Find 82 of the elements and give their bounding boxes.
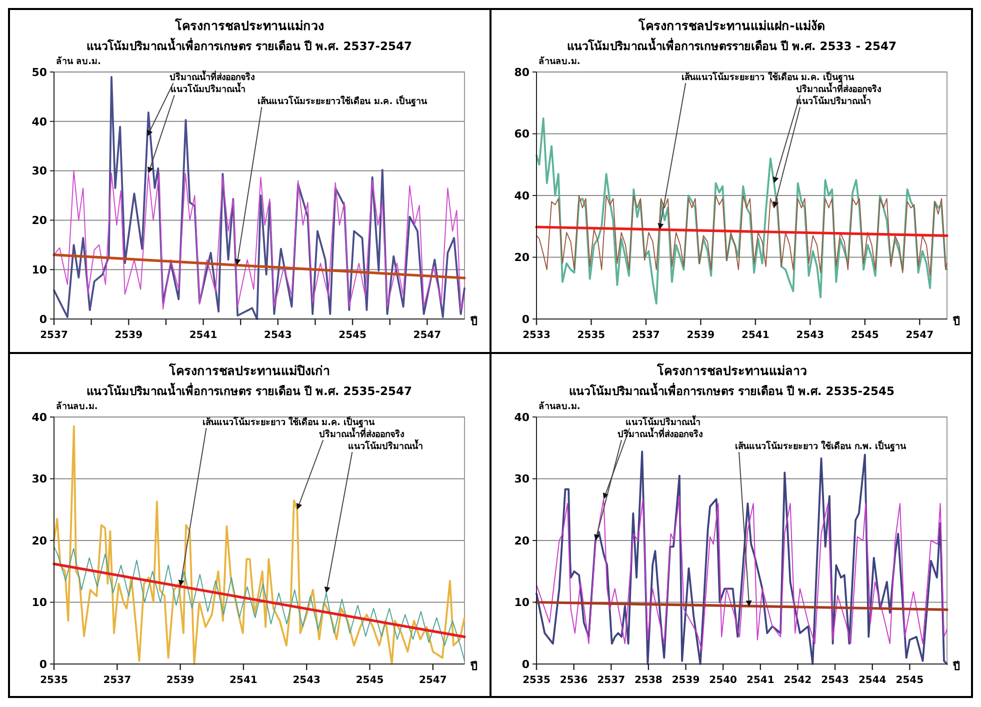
annotation: เส้นแนวโน้มระยะยาว ใช้เดือน ม.ค. เป็นฐาน [682, 70, 855, 83]
y-tick-label: 80 [514, 66, 530, 79]
line-series [536, 117, 948, 305]
y-tick-label: 10 [514, 596, 530, 610]
x-tick-label: 2535 [40, 675, 68, 686]
x-tick-label: 2539 [686, 330, 715, 341]
x-tick-label: 2543 [821, 675, 849, 686]
x-tick-label: 2545 [896, 675, 924, 686]
x-tick-label: 2539 [672, 675, 700, 686]
annotation: แนวโน้มปริมาณน้ำ [626, 415, 701, 428]
x-tick-label: 2539 [114, 330, 143, 341]
annotation: แนวโน้มปริมาณน้ำ [170, 82, 246, 95]
line-series [54, 546, 465, 662]
y-tick-label: 60 [514, 128, 530, 141]
x-tick-label: 2540 [709, 675, 738, 686]
chart-title: โครงการชลประทานแม่ลาว [656, 363, 807, 378]
x-tick-label: 2541 [189, 330, 218, 341]
y-axis-title: ล้านลบ.ม. [56, 401, 98, 412]
chart-title: โครงการชลประทานแม่แฝก-แม่งัด [638, 18, 825, 33]
x-axis-title: ปี [952, 315, 960, 328]
x-tick-label: 2537 [597, 675, 626, 686]
chart-title: โครงการชลประทานแม่กวง [174, 18, 324, 33]
x-axis-title: ปี [470, 660, 478, 673]
y-tick-label: 30 [514, 472, 530, 486]
annotation: ปริมาณน้ำที่ส่งออกจริง [796, 82, 882, 95]
x-tick-label: 2537 [632, 330, 660, 341]
y-tick-label: 20 [32, 534, 48, 548]
x-tick-label: 2545 [338, 330, 366, 341]
y-axis-title: ล้านลบ.ม. [538, 401, 580, 412]
y-tick-label: 10 [32, 263, 48, 276]
x-tick-label: 2545 [850, 330, 879, 341]
chart-subtitle: แนวโน้มปริมาณน้ำเพื่อการเกษตร รายเดือน ปี พ.ศ. 2535-2545 [568, 382, 895, 398]
x-tick-label: 2541 [746, 675, 774, 686]
x-tick-label: 2536 [560, 675, 588, 686]
y-tick-label: 10 [32, 596, 48, 610]
x-tick-label: 2541 [742, 330, 770, 341]
y-tick-label: 40 [32, 410, 48, 424]
x-axis-title: ปี [470, 315, 478, 328]
annotation: เส้นแนวโน้มระยะยาว ใช้เดือน ม.ค. เป็นฐาน [202, 415, 376, 428]
x-tick-label: 2535 [522, 675, 550, 686]
y-tick-label: 50 [32, 66, 48, 79]
y-tick-label: 0 [522, 658, 530, 671]
x-tick-label: 2539 [166, 675, 194, 686]
annotation: เส้นแนวโน้มระยะยาวใช้เดือน ม.ค. เป็นฐาน [258, 94, 428, 107]
y-tick-label: 0 [39, 658, 48, 671]
annotation: แนวโน้มปริมาณน้ำ [348, 439, 424, 452]
chart-title: โครงการชลประทานแม่ปิงเก่า [168, 363, 330, 378]
x-tick-label: 2547 [413, 330, 442, 341]
x-tick-label: 2537 [103, 675, 132, 686]
x-tick-label: 2533 [522, 330, 550, 341]
x-tick-label: 2543 [796, 330, 824, 341]
x-axis-title: ปี [952, 660, 960, 673]
x-tick-label: 2538 [634, 675, 662, 686]
x-tick-label: 2535 [577, 330, 606, 341]
y-tick-label: 40 [32, 115, 48, 128]
annotation: เส้นแนวโน้มระยะยาว ใช้เดือน ก.พ. เป็นฐาน [735, 439, 908, 452]
x-tick-label: 2544 [858, 675, 886, 686]
x-tick-label: 2547 [906, 330, 934, 341]
y-tick-label: 30 [32, 472, 48, 486]
x-tick-label: 2541 [230, 675, 258, 686]
y-tick-label: 40 [514, 410, 530, 424]
x-tick-label: 2547 [419, 675, 447, 686]
y-tick-label: 20 [32, 214, 48, 228]
y-tick-label: 20 [514, 534, 530, 548]
y-tick-label: 0 [39, 312, 48, 326]
x-tick-label: 2543 [292, 675, 321, 686]
chart-subtitle: แนวโน้มปริมาณน้ำเพื่อการเกษตรรายเดือน ปี พ.ศ. 2533 - 2547 [566, 37, 897, 53]
y-axis-title: ล้านลบ.ม. [538, 56, 580, 67]
chart-subtitle: แนวโน้มปริมาณน้ำเพื่อการเกษตร รายเดือน ปี พ.ศ. 2537-2547 [86, 37, 412, 53]
y-tick-label: 0 [522, 312, 530, 326]
chart-subtitle: แนวโน้มปริมาณน้ำเพื่อการเกษตร รายเดือน ปี พ.ศ. 2535-2547 [86, 382, 412, 398]
annotation: ปริมาณน้ำที่ส่งออกจริง [169, 70, 254, 83]
y-tick-label: 20 [514, 251, 530, 264]
x-tick-label: 2542 [784, 675, 812, 686]
x-tick-label: 2537 [40, 330, 68, 341]
y-tick-label: 30 [32, 164, 48, 178]
x-tick-label: 2545 [356, 675, 384, 686]
y-axis-title: ล้าน ลบ.ม. [56, 56, 101, 67]
line-series [536, 195, 948, 276]
x-tick-label: 2543 [264, 330, 292, 341]
y-tick-label: 40 [514, 189, 530, 202]
annotation: ปริมาณน้ำที่ส่งออกจริง [319, 427, 404, 440]
